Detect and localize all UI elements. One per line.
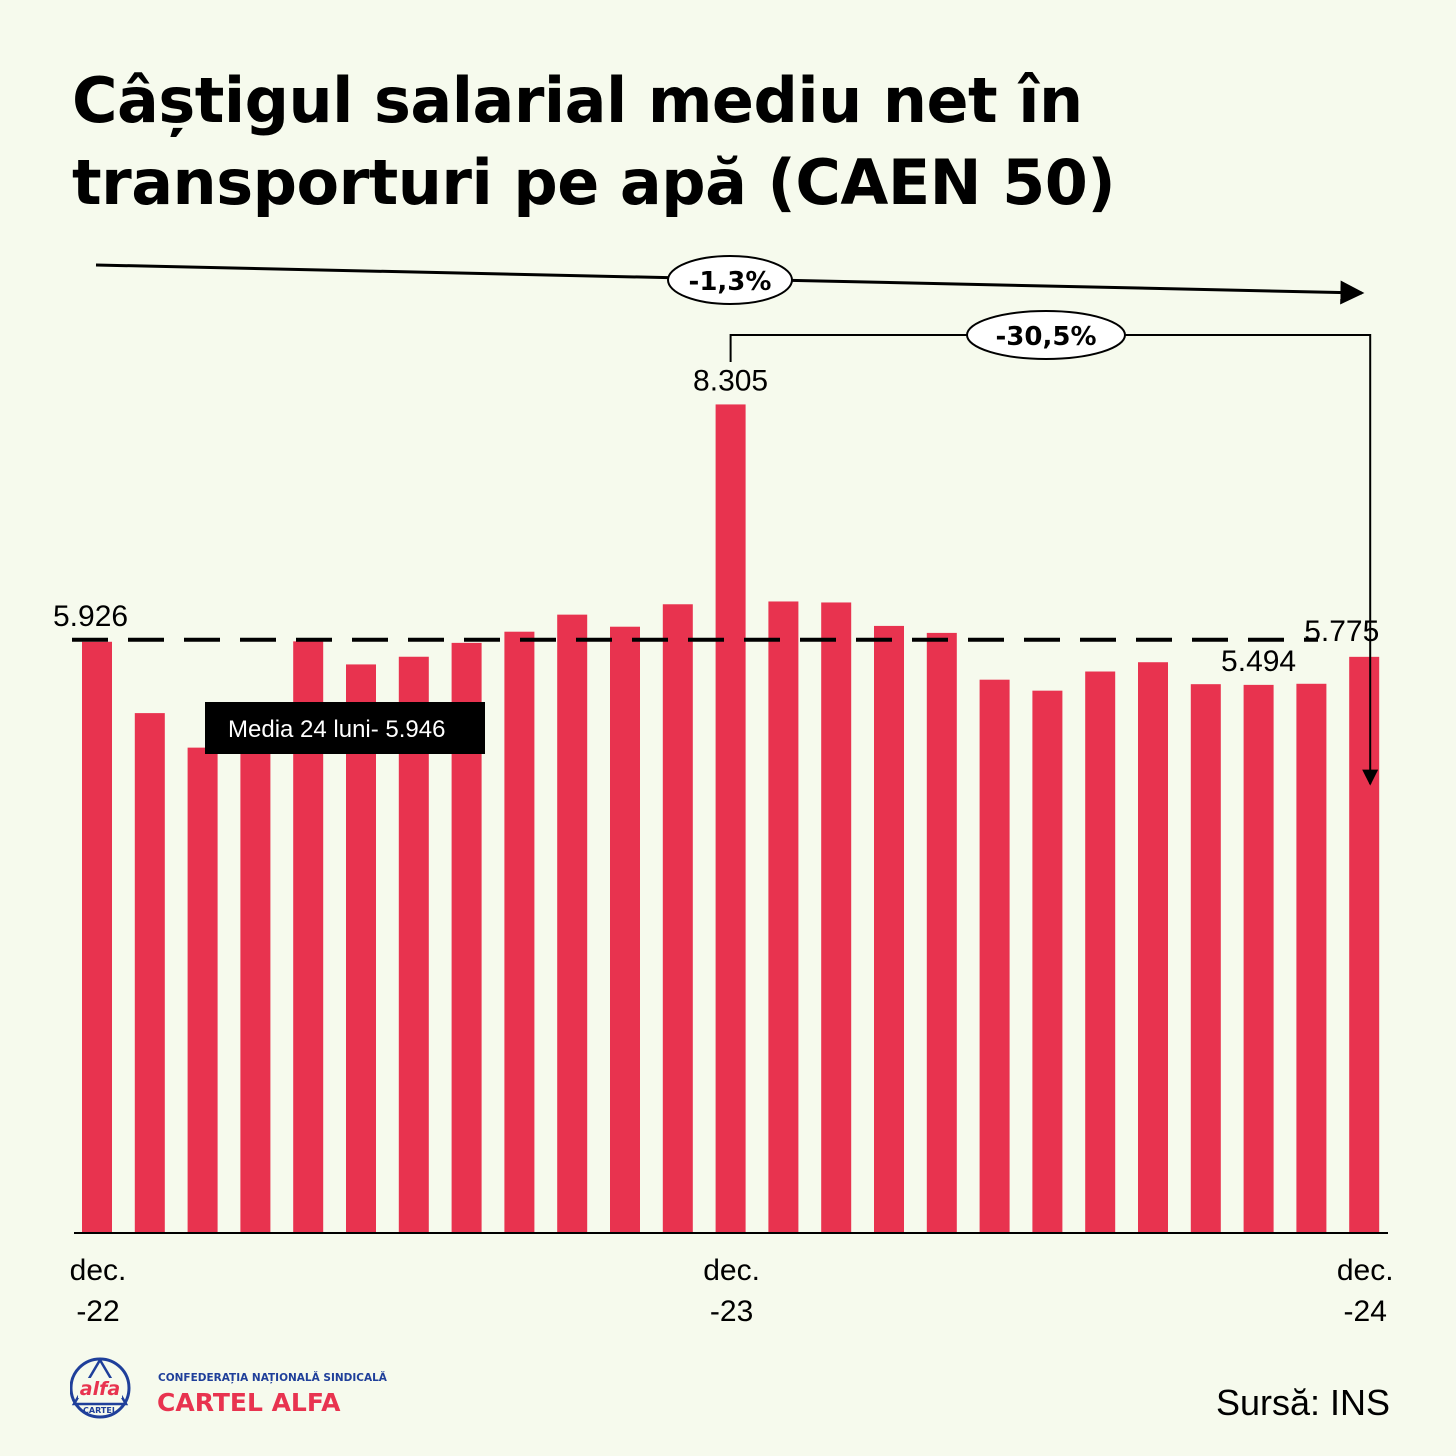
bar-0 [82,641,112,1233]
bar-1 [134,713,165,1233]
data-label-0: 5.926 [53,600,128,633]
bar-24 [1349,656,1380,1233]
logo-confederation-text: CONFEDERAȚIA NAȚIONALĂ SINDICALĂ [158,1371,388,1384]
bar-20 [1138,662,1168,1233]
bar-16 [926,632,957,1233]
x-tick-label-0: dec. [70,1254,127,1287]
peak-change-pill [966,310,1126,360]
bar-22 [1243,684,1274,1233]
data-label-24: 5.775 [1304,615,1379,648]
bar-10 [610,626,640,1233]
bar-17 [979,679,1010,1233]
x-tick-label-12: dec. [703,1254,760,1287]
bar-13 [768,601,799,1233]
bar-11 [662,604,693,1233]
bar-8 [504,631,535,1233]
bar-14 [821,602,852,1233]
bar-2 [187,747,218,1233]
overall-change-text: -1,3% [689,267,772,297]
data-label-12: 8.305 [693,364,768,397]
bar-19 [1085,671,1116,1233]
peak-change-text: -30,5% [996,322,1097,352]
bar-3 [240,721,271,1233]
logo-emblem-sub: CARTEL [83,1406,117,1415]
bar-15 [874,625,904,1233]
chart-title: Câștigul salarial mediu net în transport… [72,64,1116,219]
bar-12 [715,404,746,1233]
cartel-alfa-logo: alfa CARTEL CONFEDERAȚIA NAȚIONALĂ SINDI… [69,1354,390,1428]
overall-change-pill [667,255,793,305]
bars-group [82,404,1380,1233]
x-tick-label-24: dec. [1337,1254,1394,1287]
x-tick-sublabel-12: -23 [710,1295,753,1328]
data-label-22: 5.494 [1221,645,1296,678]
logo-cartel-alfa-text: CARTEL ALFA [157,1388,341,1417]
average-label-text: Media 24 luni- 5.946 [228,716,445,743]
bar-21 [1190,684,1221,1233]
logo-emblem-text: alfa [80,1378,120,1400]
x-tick-sublabel-0: -22 [76,1295,119,1328]
source-note: Sursă: INS [1215,1382,1390,1423]
average-label: Media 24 luni- 5.946 [205,702,485,754]
bar-18 [1032,690,1063,1233]
logo-graphic: alfa CARTEL CONFEDERAȚIA NAȚIONALĂ SINDI… [69,1357,388,1419]
bar-9 [557,614,588,1233]
bar-23 [1296,683,1327,1233]
bar-5 [346,664,376,1233]
x-tick-sublabel-24: -24 [1344,1295,1387,1328]
